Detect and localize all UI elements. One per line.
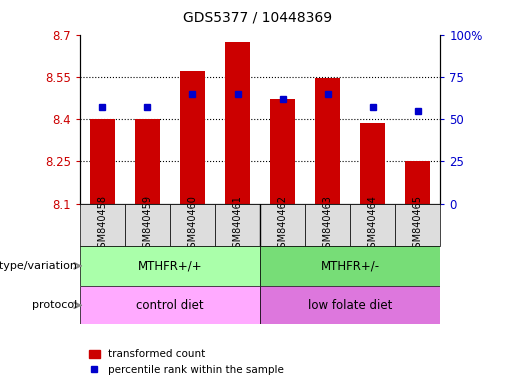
Text: control diet: control diet [136,299,204,312]
Bar [405,161,430,204]
Text: protocol: protocol [32,300,77,310]
Text: GSM840463: GSM840463 [323,195,333,254]
Bar [135,119,160,204]
Bar [90,119,115,204]
Bar [260,204,305,246]
Bar [270,99,295,204]
Text: MTHFR+/+: MTHFR+/+ [138,260,202,272]
Text: GDS5377 / 10448369: GDS5377 / 10448369 [183,10,332,24]
Bar [80,286,260,324]
Bar [80,204,125,246]
Bar [180,71,205,204]
Bar [260,286,440,324]
Text: GSM840461: GSM840461 [233,195,243,254]
Legend: transformed count, percentile rank within the sample: transformed count, percentile rank withi… [85,345,288,379]
Bar [315,78,340,204]
Bar [125,204,170,246]
Text: MTHFR+/-: MTHFR+/- [321,260,380,272]
Text: GSM840464: GSM840464 [368,195,377,254]
Text: GSM840458: GSM840458 [97,195,107,254]
Bar [350,204,396,246]
Bar [396,204,440,246]
Text: low folate diet: low folate diet [308,299,392,312]
Bar [170,204,215,246]
Text: genotype/variation: genotype/variation [0,261,77,271]
Bar [360,123,385,204]
Text: GSM840460: GSM840460 [187,195,197,254]
Bar [225,41,250,204]
Bar [215,204,260,246]
Bar [260,246,440,286]
Bar [80,246,260,286]
Bar [305,204,350,246]
Text: GSM840465: GSM840465 [413,195,423,254]
Text: GSM840462: GSM840462 [278,195,287,254]
Text: GSM840459: GSM840459 [143,195,152,254]
